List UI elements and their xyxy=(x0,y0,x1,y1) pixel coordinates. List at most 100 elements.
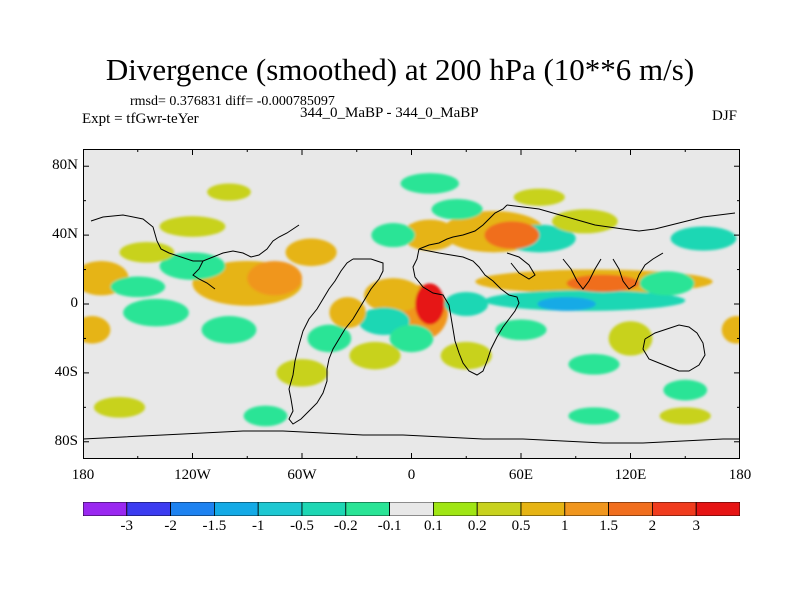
contour-feature xyxy=(247,260,302,296)
colorbar-swatch xyxy=(345,501,390,517)
contour-feature xyxy=(495,319,547,341)
x-tick-label: 120W xyxy=(174,467,211,483)
colorbar-label: -0.2 xyxy=(333,518,358,534)
map-svg xyxy=(82,149,741,459)
colorbar-swatch xyxy=(608,501,653,517)
colorbar-label: 0.2 xyxy=(467,518,487,534)
contour-feature xyxy=(285,238,337,267)
contour-feature xyxy=(659,407,711,425)
y-tick-label: 40N xyxy=(52,226,78,243)
colorbar-swatch xyxy=(564,501,609,517)
colorbar-swatch xyxy=(432,501,478,517)
colorbar-swatch xyxy=(520,501,566,517)
x-tick-label: 0 xyxy=(407,467,416,483)
colorbar-label: -1 xyxy=(251,518,265,534)
colorbar-swatch xyxy=(301,501,347,517)
coast-arabia xyxy=(506,252,536,280)
colorbar-label: 1 xyxy=(561,518,569,534)
y-tick-label: 0 xyxy=(70,295,79,311)
coastlines xyxy=(83,204,740,444)
contour-feature xyxy=(243,405,288,427)
colorbar-label: 0.1 xyxy=(424,518,443,534)
contour-feature xyxy=(537,297,596,311)
contour-feature xyxy=(566,274,640,292)
coast-south-america xyxy=(288,258,384,425)
colorbar-swatch xyxy=(257,501,303,517)
contour-feature xyxy=(568,353,620,375)
contour-feature xyxy=(440,341,492,370)
colorbar-label: -0.1 xyxy=(377,518,402,534)
contour-feature xyxy=(201,316,257,344)
stats-text: rmsd= 0.376831 diff= -0.000785097 xyxy=(130,94,335,109)
contour-feature xyxy=(364,278,423,313)
contour-feature xyxy=(415,283,445,325)
colorbar-label: 1.5 xyxy=(599,518,618,534)
coast-gulf xyxy=(192,260,216,290)
y-tick-label: 40S xyxy=(54,363,78,380)
contour-feature xyxy=(721,316,740,344)
colorbar-label: 3 xyxy=(692,518,700,534)
colorbar-swatch xyxy=(389,501,434,517)
contour-feature xyxy=(431,198,483,220)
contour-feature xyxy=(329,297,366,329)
contour-feature xyxy=(83,316,111,344)
contour-feature xyxy=(568,407,620,425)
contour-feature xyxy=(358,307,410,335)
y-tick-label: 80N xyxy=(52,157,78,174)
case-label: 344_0_MaBP - 344_0_MaBP xyxy=(300,105,479,121)
y-tick-label: 80S xyxy=(54,432,78,449)
contour-feature xyxy=(513,188,565,206)
coast-india xyxy=(562,258,602,290)
contour-feature xyxy=(552,209,618,234)
colorbar-label: -1.5 xyxy=(202,518,227,534)
contour-feature xyxy=(93,397,146,418)
coast-se-asia xyxy=(612,252,664,290)
coast-asia xyxy=(506,204,736,232)
contour-feature xyxy=(639,271,695,296)
coast-europe xyxy=(418,204,508,250)
contour-feature xyxy=(159,216,226,237)
x-tick-label: 180 xyxy=(728,467,752,483)
contour-feature xyxy=(400,173,459,194)
colorbar-swatch xyxy=(213,501,259,517)
x-tick-label: 60W xyxy=(287,467,317,483)
coast-australia xyxy=(642,324,706,372)
map-plot: 180 120W 60W 0 60E 120E 180 80N 40N 0 40S 80S xyxy=(52,149,751,483)
contour-feature xyxy=(349,341,401,370)
contour-feature xyxy=(307,324,352,353)
contour-feature xyxy=(159,252,226,280)
contour-feature xyxy=(371,223,416,248)
coast-antarctica xyxy=(83,430,740,444)
colorbar-label: -3 xyxy=(120,518,134,534)
colorbar-swatch xyxy=(476,501,522,517)
colorbar-label: -2 xyxy=(164,518,177,534)
colorbar-swatch xyxy=(126,501,171,517)
contour-feature xyxy=(119,242,175,263)
contour-feature xyxy=(207,183,251,201)
colorbar-swatch xyxy=(82,501,128,517)
season-label: DJF xyxy=(712,108,738,124)
contour-feature xyxy=(389,324,434,353)
chart-title: Divergence (smoothed) at 200 hPa (10**6 … xyxy=(105,52,695,87)
colorbar-swatch xyxy=(695,501,741,517)
contour-feature xyxy=(402,219,458,251)
colorbar-swatch xyxy=(170,501,215,517)
colorbar-svg xyxy=(82,501,741,517)
colorbar-label: -0.5 xyxy=(290,518,314,534)
colorbar: -3 -2 -1.5 -1 -0.5 -0.2 -0.1 0.1 0.2 0.5 1 1.5 2 3 xyxy=(82,501,741,534)
contour-feature xyxy=(608,321,653,356)
x-tick-label: 180 xyxy=(71,467,95,483)
contour-feature xyxy=(123,298,189,327)
coast-north-america xyxy=(90,214,300,262)
contour-feature xyxy=(444,291,489,317)
contour-feature xyxy=(276,359,328,387)
x-tick-label: 120E xyxy=(614,467,647,483)
colorbar-label: 0.5 xyxy=(511,518,531,534)
experiment-label: Expt = tfGwr-teYer xyxy=(82,111,199,127)
contour-feature xyxy=(110,276,166,298)
colorbar-label: 2 xyxy=(648,518,657,534)
contour-feature xyxy=(484,221,540,249)
coast-africa xyxy=(412,248,520,376)
contour-feature xyxy=(670,226,737,251)
x-tick-label: 60E xyxy=(508,467,534,483)
